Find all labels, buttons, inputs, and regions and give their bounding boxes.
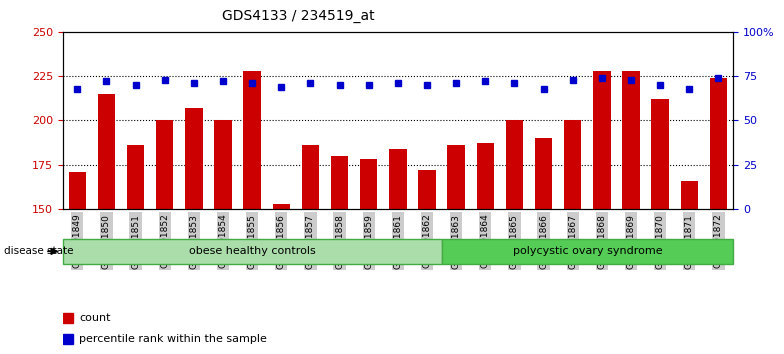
Bar bbox=[477, 143, 494, 209]
Bar bbox=[156, 120, 173, 209]
Bar bbox=[360, 159, 377, 209]
Bar bbox=[98, 94, 115, 209]
Bar bbox=[63, 239, 441, 264]
Text: disease state: disease state bbox=[4, 246, 74, 256]
Text: GDS4133 / 234519_at: GDS4133 / 234519_at bbox=[222, 9, 374, 23]
Text: percentile rank within the sample: percentile rank within the sample bbox=[79, 334, 267, 344]
Bar bbox=[506, 120, 523, 209]
Bar bbox=[185, 108, 202, 209]
Bar bbox=[593, 71, 611, 209]
Bar bbox=[389, 149, 407, 209]
Bar bbox=[622, 71, 640, 209]
Bar bbox=[302, 145, 319, 209]
Bar bbox=[564, 120, 582, 209]
Bar bbox=[441, 239, 733, 264]
Bar bbox=[681, 181, 698, 209]
Text: polycystic ovary syndrome: polycystic ovary syndrome bbox=[513, 246, 662, 256]
Bar bbox=[331, 156, 348, 209]
Bar bbox=[535, 138, 553, 209]
Text: count: count bbox=[79, 313, 111, 323]
Bar bbox=[214, 120, 232, 209]
Bar bbox=[710, 78, 728, 209]
Bar bbox=[419, 170, 436, 209]
Text: obese healthy controls: obese healthy controls bbox=[189, 246, 315, 256]
Bar bbox=[127, 145, 144, 209]
Bar bbox=[273, 204, 290, 209]
Bar bbox=[243, 71, 261, 209]
Bar bbox=[652, 99, 669, 209]
Bar bbox=[448, 145, 465, 209]
Bar bbox=[68, 172, 86, 209]
